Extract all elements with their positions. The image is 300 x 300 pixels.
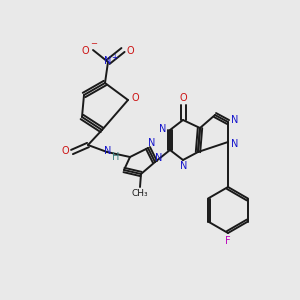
Text: N: N [180,161,188,171]
Text: N: N [231,139,239,149]
Text: N: N [231,115,239,125]
Text: +: + [111,52,117,62]
Text: H: H [112,152,120,162]
Text: −: − [91,40,98,49]
Text: N: N [159,124,167,134]
Text: O: O [126,46,134,56]
Text: N: N [104,146,112,156]
Text: O: O [81,46,89,56]
Text: N: N [104,56,112,66]
Text: O: O [179,93,187,103]
Text: O: O [131,93,139,103]
Text: N: N [155,153,163,163]
Text: O: O [61,146,69,156]
Text: N: N [148,138,156,148]
Text: CH₃: CH₃ [132,188,148,197]
Text: F: F [225,236,231,246]
